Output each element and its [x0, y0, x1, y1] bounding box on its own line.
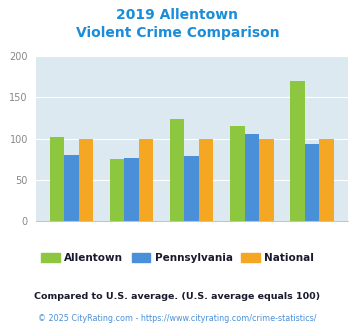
Bar: [259, 139, 274, 221]
Bar: [110, 159, 124, 221]
Bar: [170, 119, 185, 221]
Bar: [64, 155, 78, 221]
Legend: Allentown, Pennsylvania, National: Allentown, Pennsylvania, National: [37, 248, 318, 267]
Bar: [139, 139, 153, 221]
Bar: [78, 139, 93, 221]
Bar: [124, 158, 139, 221]
Text: 2019 Allentown: 2019 Allentown: [116, 8, 239, 22]
Text: Violent Crime Comparison: Violent Crime Comparison: [76, 26, 279, 40]
Bar: [50, 137, 64, 221]
Bar: [245, 134, 259, 221]
Text: Compared to U.S. average. (U.S. average equals 100): Compared to U.S. average. (U.S. average …: [34, 292, 321, 301]
Bar: [185, 156, 199, 221]
Bar: [199, 139, 213, 221]
Bar: [290, 81, 305, 221]
Text: © 2025 CityRating.com - https://www.cityrating.com/crime-statistics/: © 2025 CityRating.com - https://www.city…: [38, 314, 317, 323]
Bar: [305, 144, 319, 221]
Bar: [230, 126, 245, 221]
Bar: [319, 139, 334, 221]
